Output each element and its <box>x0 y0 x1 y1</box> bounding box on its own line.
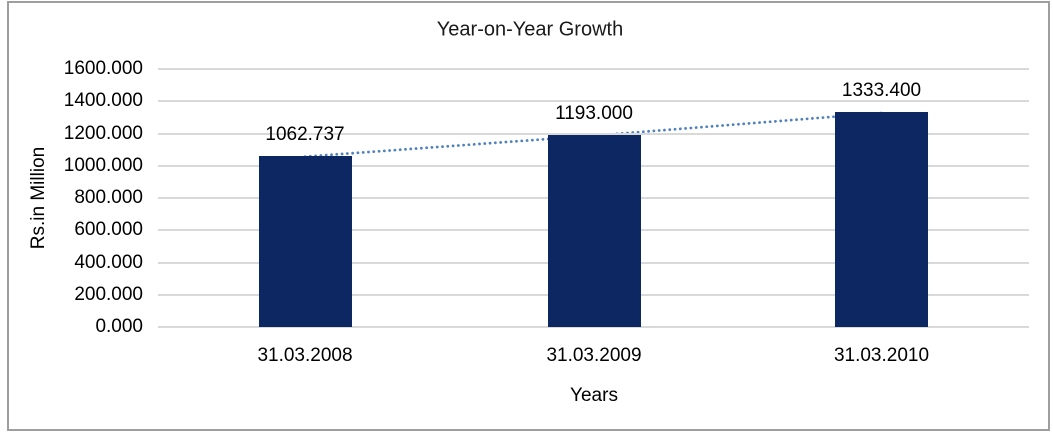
y-tick-label: 200.000 <box>74 283 143 305</box>
bar-value-label: 1333.400 <box>841 79 922 101</box>
y-tick-label: 1400.000 <box>63 90 143 112</box>
y-tick-label: 400.000 <box>74 251 143 273</box>
x-tick-label: 31.03.2009 <box>546 345 642 366</box>
gridline <box>158 132 1029 135</box>
bar <box>835 111 928 327</box>
y-tick-label: 0.000 <box>95 316 143 337</box>
gridline <box>158 326 1029 328</box>
x-tick-label: 31.03.2008 <box>257 345 353 366</box>
y-tick-label: 600.000 <box>74 219 143 241</box>
chart-title: Year-on-Year Growth <box>436 18 624 41</box>
y-tick-label: 800.000 <box>74 187 143 208</box>
bar <box>258 155 352 327</box>
bar-value-label: 1193.000 <box>555 102 633 124</box>
gridline <box>158 68 1029 70</box>
x-tick-label: 31.03.2010 <box>833 345 930 366</box>
bar <box>547 134 641 327</box>
y-tick-label: 1600.000 <box>63 58 143 79</box>
x-axis-title: Years <box>570 385 618 406</box>
y-tick-label: 1000.000 <box>63 154 143 176</box>
gridline <box>158 100 1029 103</box>
y-tick-label: 1200.000 <box>63 122 143 144</box>
bar-value-label: 1062.737 <box>265 123 345 145</box>
